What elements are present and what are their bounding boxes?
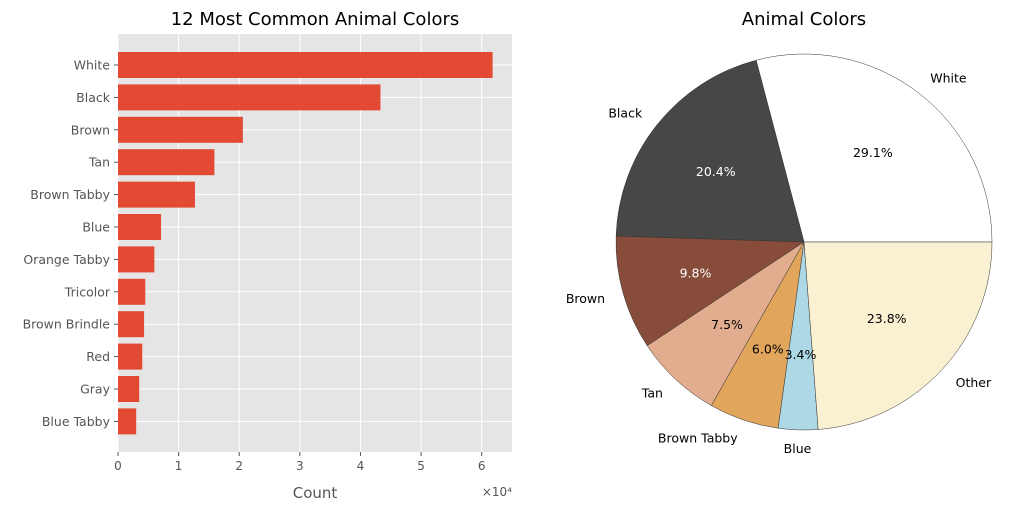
bar-gray [118, 376, 140, 402]
x-tick-label: 3 [296, 459, 304, 473]
pie-slice-white [755, 53, 993, 243]
pie-percent-brown: 9.8% [680, 265, 712, 280]
category-label: Tan [88, 155, 110, 170]
pie-label-other: Other [956, 375, 992, 390]
x-tick-label: 2 [235, 459, 243, 473]
x-tick-label: 0 [114, 459, 122, 473]
pie-slice-black [615, 59, 805, 243]
bar-chart-x-axis-label: Count [293, 484, 338, 502]
category-label: White [74, 58, 111, 73]
pie-slice-brown [615, 235, 805, 347]
pie-label-blue: Blue [784, 441, 812, 456]
category-label: Blue [82, 220, 110, 235]
bar-brown-brindle [118, 311, 145, 338]
x-tick-label: 6 [478, 459, 486, 473]
pie-percent-white: 29.1% [853, 145, 893, 160]
bar-chart-panel: White Black Brown Tan Brown Tabby Blue Orange … [23, 9, 513, 502]
bar-chart-category-labels: White Black Brown Tan Brown Tabby Blue Orange … [23, 58, 118, 429]
bar-chart-title: 12 Most Common Animal Colors [171, 9, 460, 30]
bar-chart-x-scale-label: ×10⁴ [482, 485, 512, 499]
pie-slice-other [803, 241, 993, 430]
pie-chart-panel: White Black Brown Tan Brown Tabby Blue Other 2… [566, 9, 993, 456]
pie-chart-title: Animal Colors [742, 9, 866, 30]
category-label: Brown [71, 122, 110, 137]
bar-chart-bars [118, 52, 493, 435]
category-label: Brown Tabby [30, 187, 110, 202]
category-label: Brown Brindle [23, 317, 111, 332]
pie-chart-slice-labels: White Black Brown Tan Brown Tabby Blue Other [566, 71, 992, 456]
x-tick-label: 5 [417, 459, 425, 473]
pie-percent-other: 23.8% [867, 311, 907, 326]
bar-tricolor [118, 278, 146, 305]
bar-white [118, 52, 493, 78]
pie-label-black: Black [608, 106, 643, 121]
pie-percent-brown-tabby: 6.0% [752, 341, 784, 356]
category-label: Red [86, 349, 110, 364]
pie-label-brown-tabby: Brown Tabby [658, 430, 738, 445]
category-label: Tricolor [64, 284, 111, 299]
pie-percent-black: 20.4% [696, 164, 736, 179]
bar-tan [118, 149, 215, 176]
bar-blue [118, 214, 162, 240]
category-label: Blue Tabby [42, 414, 111, 429]
pie-label-white: White [930, 71, 967, 86]
x-tick-label: 4 [357, 459, 365, 473]
bar-brown-tabby [118, 181, 195, 208]
pie-label-brown: Brown [566, 291, 605, 306]
category-label: Gray [80, 382, 110, 397]
bar-chart-x-tick-labels: 0 1 2 3 4 5 6 [114, 459, 485, 473]
x-tick-label: 1 [175, 459, 183, 473]
pie-chart-percent-labels: 29.1% 20.4% 9.8% 7.5% 6.0% 3.4% 23.8% [680, 145, 907, 362]
bar-orange-tabby [118, 246, 155, 273]
bar-black [118, 84, 381, 111]
pie-label-tan: Tan [641, 386, 663, 401]
pie-chart-slices [615, 53, 993, 431]
category-label: Black [76, 90, 111, 105]
pie-percent-blue: 3.4% [785, 347, 817, 362]
bar-red [118, 343, 143, 370]
category-label: Orange Tabby [23, 252, 110, 267]
bar-brown [118, 116, 243, 143]
bar-blue-tabby [118, 408, 137, 435]
pie-percent-tan: 7.5% [711, 317, 743, 332]
